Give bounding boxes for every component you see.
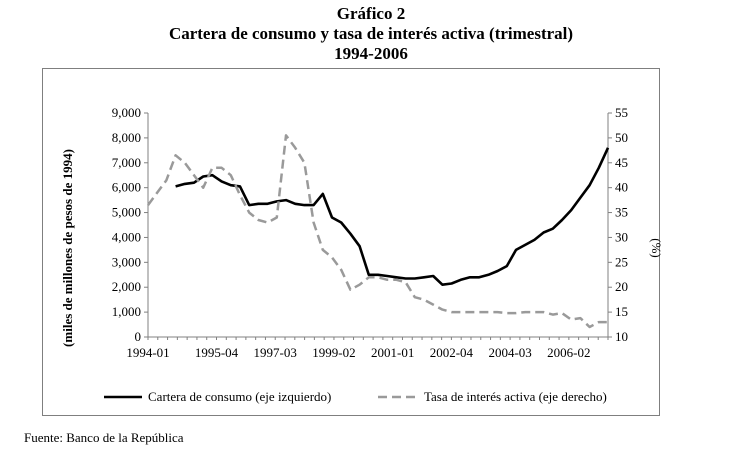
chart-ticks: 0 1,000 2,000 3,000 4,000 5,000 6,000 7,000 8,00… [112, 105, 628, 360]
y2-tick-label: 40 [615, 180, 628, 195]
chart-legend: Cartera de consumo (eje izquierdo) Tasa d… [104, 389, 607, 404]
y-tick-label: 6,000 [112, 180, 141, 195]
y2-tick-label: 50 [615, 130, 628, 145]
y2-tick-label: 15 [615, 304, 628, 319]
y-tick-label: 2,000 [112, 279, 141, 294]
y-tick-label: 7,000 [112, 155, 141, 170]
x-tick-label: 2004-03 [488, 345, 531, 360]
y-tick-label: 3,000 [112, 254, 141, 269]
y2-tick-label: 35 [615, 205, 628, 220]
chart-period: 1994-2006 [334, 44, 408, 63]
y-tick-label: 0 [135, 329, 142, 344]
y-axis-label: (miles de millones de pesos de 1994) [60, 149, 75, 347]
chart-series [146, 134, 610, 329]
x-tick-label: 2002-04 [430, 345, 474, 360]
x-tick-label: 2006-02 [547, 345, 590, 360]
x-tick-label: 1994-01 [126, 345, 169, 360]
x-tick-label: 2001-01 [371, 345, 414, 360]
cartera-consumo-line [175, 147, 610, 287]
chart-label: Gráfico 2 [336, 4, 406, 23]
y2-tick-label: 30 [615, 229, 628, 244]
y2-tick-label: 10 [615, 329, 628, 344]
y-tick-label: 9,000 [112, 105, 141, 120]
x-tick-label: 1999-02 [312, 345, 355, 360]
chart-axes [147, 113, 609, 338]
chart-title-block: Gráfico 2 Cartera de consumo y tasa de i… [0, 4, 742, 64]
y2-tick-label: 25 [615, 254, 628, 269]
chart-frame [42, 68, 660, 416]
y2-tick-label: 55 [615, 105, 628, 120]
legend-label-tasa: Tasa de interés activa (eje derecho) [424, 389, 607, 404]
y-tick-label: 4,000 [112, 229, 141, 244]
tasa-interes-line [146, 134, 608, 329]
x-tick-label: 1995-04 [195, 345, 239, 360]
source-note: Fuente: Banco de la República [24, 430, 184, 445]
y2-tick-label: 20 [615, 279, 628, 294]
y-tick-label: 8,000 [112, 130, 141, 145]
y-tick-label: 5,000 [112, 205, 141, 220]
y2-axis-label: (%) [649, 238, 664, 258]
x-tick-label: 1997-03 [254, 345, 297, 360]
y2-tick-label: 45 [615, 155, 628, 170]
legend-label-cartera: Cartera de consumo (eje izquierdo) [148, 389, 331, 404]
chart-title: Cartera de consumo y tasa de interés act… [168, 24, 574, 43]
y-tick-label: 1,000 [112, 304, 141, 319]
